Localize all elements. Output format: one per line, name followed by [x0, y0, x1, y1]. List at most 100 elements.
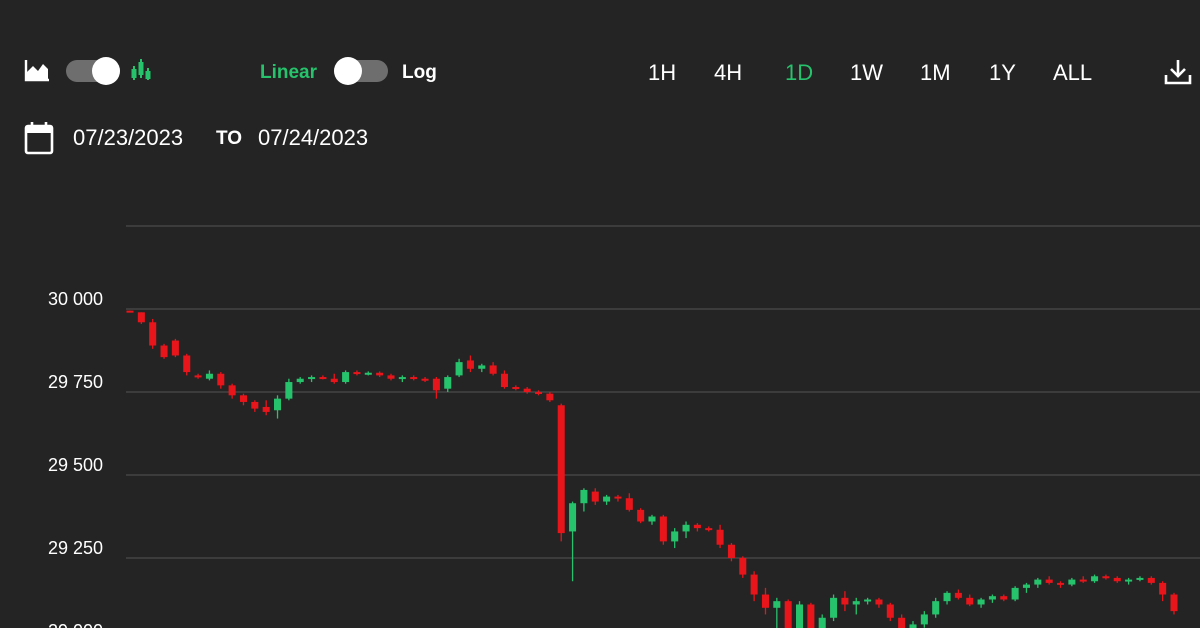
candle-body [955, 593, 962, 598]
candle-body [240, 395, 247, 402]
candle-body [217, 374, 224, 386]
candle [694, 523, 701, 531]
candle-body [172, 341, 179, 356]
candle [274, 395, 281, 418]
y-tick-label: 29 000 [48, 621, 103, 628]
candle [319, 375, 326, 379]
candle-body [1057, 583, 1064, 585]
candle [660, 515, 667, 545]
candle [875, 598, 882, 608]
candle-body [944, 593, 951, 601]
candle-body [1080, 580, 1087, 582]
candle-body [751, 575, 758, 595]
candle [376, 371, 383, 377]
candle [240, 394, 247, 406]
candle-body [1046, 580, 1053, 583]
candle-body [399, 377, 406, 379]
candle [126, 311, 133, 313]
candle [683, 521, 690, 538]
candle [603, 495, 610, 505]
candle-body [376, 373, 383, 376]
candle-body [841, 598, 848, 605]
candle-body [387, 375, 394, 378]
candle [456, 359, 463, 377]
candle [796, 601, 803, 628]
candle [580, 488, 587, 511]
candle [648, 515, 655, 525]
candle-body [1136, 578, 1143, 580]
candle [887, 603, 894, 621]
candle [297, 377, 304, 384]
candle [229, 384, 236, 399]
candle-body [966, 598, 973, 605]
candle [853, 598, 860, 615]
candle [637, 508, 644, 523]
candle-body [660, 517, 667, 542]
candle [989, 595, 996, 603]
candle [1091, 575, 1098, 583]
candle-body [297, 379, 304, 382]
candle-body [909, 624, 916, 628]
candle-body [569, 503, 576, 531]
candle [739, 556, 746, 578]
candle [183, 354, 190, 376]
candle [944, 591, 951, 604]
candle-body [921, 614, 928, 624]
candle-body [524, 389, 531, 392]
candle-body [717, 530, 724, 545]
candle [501, 370, 508, 388]
candle-body [728, 545, 735, 558]
candle-body [705, 528, 712, 530]
candle-body [1000, 596, 1007, 599]
candle-body [887, 604, 894, 617]
candle [524, 387, 531, 394]
candle [671, 528, 678, 548]
candle-body [433, 379, 440, 391]
candle [422, 377, 429, 382]
candle-body [1170, 595, 1177, 612]
candle-body [206, 374, 213, 379]
candle [705, 526, 712, 531]
candle-body [161, 346, 168, 358]
candle [1057, 581, 1064, 588]
candle [1148, 576, 1155, 584]
candle-body [535, 392, 542, 394]
candle [762, 588, 769, 615]
candle [467, 355, 474, 372]
candle-body [603, 497, 610, 502]
candle-body [319, 377, 326, 379]
candle [1114, 576, 1121, 583]
candle-body [1023, 585, 1030, 588]
candle [331, 374, 338, 384]
candle-body [467, 360, 474, 368]
candle-body [830, 598, 837, 618]
candle [478, 364, 485, 372]
candle-body [353, 372, 360, 374]
candle-body [1114, 578, 1121, 581]
candle [433, 377, 440, 399]
candle-body [263, 407, 270, 412]
candle [864, 598, 871, 605]
y-tick-label: 29 750 [48, 372, 103, 392]
candle-body [478, 365, 485, 368]
candle [909, 621, 916, 628]
candle [592, 488, 599, 505]
candle [558, 404, 565, 542]
candle-body [683, 525, 690, 532]
candle-body [138, 312, 145, 322]
candle-body [694, 525, 701, 528]
candle [285, 379, 292, 401]
candle [161, 344, 168, 359]
candle [535, 390, 542, 395]
candle [1125, 578, 1132, 585]
candle-body [864, 600, 871, 602]
candle-body [512, 387, 519, 389]
candle-body [183, 355, 190, 372]
candle [1170, 593, 1177, 615]
candle [444, 375, 451, 392]
candle [717, 525, 724, 548]
candle [1046, 576, 1053, 584]
candle [206, 370, 213, 380]
candle [195, 374, 202, 379]
candle-body [898, 618, 905, 628]
